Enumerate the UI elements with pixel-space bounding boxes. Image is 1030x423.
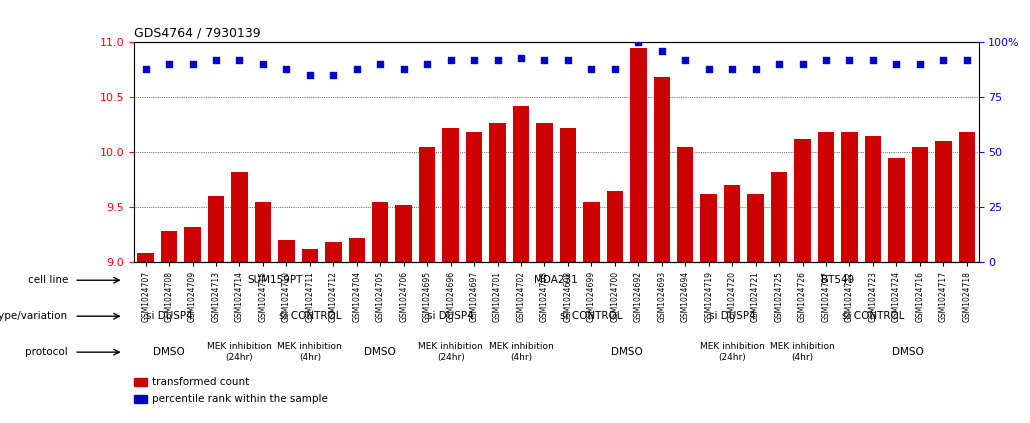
Bar xyxy=(537,123,553,262)
Text: BT549: BT549 xyxy=(821,275,854,285)
Text: transformed count: transformed count xyxy=(152,377,249,387)
Point xyxy=(396,65,412,72)
Point xyxy=(254,61,271,68)
Point xyxy=(607,65,623,72)
Point xyxy=(748,65,764,72)
Text: DMSO: DMSO xyxy=(892,347,924,357)
Bar xyxy=(134,395,146,403)
Bar xyxy=(912,147,928,262)
Point xyxy=(842,57,858,63)
Bar xyxy=(254,202,271,262)
Point xyxy=(513,54,529,61)
Text: MEK inhibition
(4hr): MEK inhibition (4hr) xyxy=(770,343,835,362)
Bar xyxy=(419,147,436,262)
Point xyxy=(559,57,576,63)
Bar xyxy=(770,172,787,262)
Bar xyxy=(137,253,153,262)
Bar xyxy=(559,128,576,262)
Bar xyxy=(654,77,670,262)
Bar xyxy=(134,378,146,386)
Point xyxy=(794,61,811,68)
Bar xyxy=(466,132,482,262)
Bar xyxy=(513,106,529,262)
Text: genotype/variation: genotype/variation xyxy=(0,311,68,321)
Bar xyxy=(794,139,811,262)
Bar xyxy=(724,185,741,262)
Text: cell line: cell line xyxy=(28,275,68,285)
Text: si CONTROL: si CONTROL xyxy=(278,311,341,321)
Point xyxy=(912,61,928,68)
Text: si DUSP4: si DUSP4 xyxy=(709,311,756,321)
Point xyxy=(208,57,225,63)
Bar xyxy=(161,231,177,262)
Bar xyxy=(489,123,506,262)
Point xyxy=(325,72,342,79)
Point xyxy=(654,48,671,55)
Point xyxy=(677,57,693,63)
Text: GDS4764 / 7930139: GDS4764 / 7930139 xyxy=(134,27,261,40)
Bar xyxy=(888,158,904,262)
Point xyxy=(348,65,365,72)
Text: DMSO: DMSO xyxy=(365,347,397,357)
Bar xyxy=(443,128,458,262)
Point xyxy=(489,57,506,63)
Text: si CONTROL: si CONTROL xyxy=(842,311,904,321)
Point xyxy=(818,57,834,63)
Point xyxy=(161,61,177,68)
Bar xyxy=(302,249,318,262)
Point xyxy=(231,57,248,63)
Text: DMSO: DMSO xyxy=(611,347,643,357)
Text: MEK inhibition
(4hr): MEK inhibition (4hr) xyxy=(488,343,553,362)
Text: si DUSP4: si DUSP4 xyxy=(145,311,193,321)
Text: MEK inhibition
(24hr): MEK inhibition (24hr) xyxy=(418,343,483,362)
Point xyxy=(137,65,153,72)
Text: MEK inhibition
(4hr): MEK inhibition (4hr) xyxy=(277,343,342,362)
Point xyxy=(630,39,647,46)
Point xyxy=(770,61,787,68)
Point xyxy=(959,57,975,63)
Text: SUM159PT: SUM159PT xyxy=(247,275,303,285)
Text: si DUSP4: si DUSP4 xyxy=(427,311,474,321)
Point xyxy=(888,61,904,68)
Bar xyxy=(818,132,834,262)
Bar xyxy=(865,136,881,262)
Text: MEK inhibition
(24hr): MEK inhibition (24hr) xyxy=(699,343,764,362)
Point xyxy=(466,57,482,63)
Point xyxy=(302,72,318,79)
Point xyxy=(935,57,952,63)
Bar xyxy=(935,141,952,262)
Point xyxy=(443,57,459,63)
Bar xyxy=(630,48,647,262)
Bar xyxy=(184,227,201,262)
Text: MEK inhibition
(24hr): MEK inhibition (24hr) xyxy=(207,343,272,362)
Bar xyxy=(959,132,975,262)
Bar xyxy=(232,172,247,262)
Bar xyxy=(208,196,225,262)
Point xyxy=(537,57,553,63)
Point xyxy=(419,61,436,68)
Text: protocol: protocol xyxy=(25,347,68,357)
Point xyxy=(700,65,717,72)
Bar xyxy=(396,205,412,262)
Point xyxy=(184,61,201,68)
Bar xyxy=(607,191,623,262)
Bar xyxy=(348,238,365,262)
Bar xyxy=(278,240,295,262)
Bar xyxy=(677,147,693,262)
Point xyxy=(583,65,599,72)
Bar xyxy=(700,194,717,262)
Text: percentile rank within the sample: percentile rank within the sample xyxy=(152,394,328,404)
Point xyxy=(278,65,295,72)
Bar xyxy=(325,242,342,262)
Text: MDA231: MDA231 xyxy=(535,275,578,285)
Bar xyxy=(842,132,858,262)
Text: DMSO: DMSO xyxy=(153,347,185,357)
Text: si CONTROL: si CONTROL xyxy=(560,311,623,321)
Point xyxy=(372,61,388,68)
Point xyxy=(865,57,882,63)
Bar xyxy=(372,202,388,262)
Bar xyxy=(748,194,764,262)
Bar xyxy=(583,202,599,262)
Point xyxy=(724,65,741,72)
